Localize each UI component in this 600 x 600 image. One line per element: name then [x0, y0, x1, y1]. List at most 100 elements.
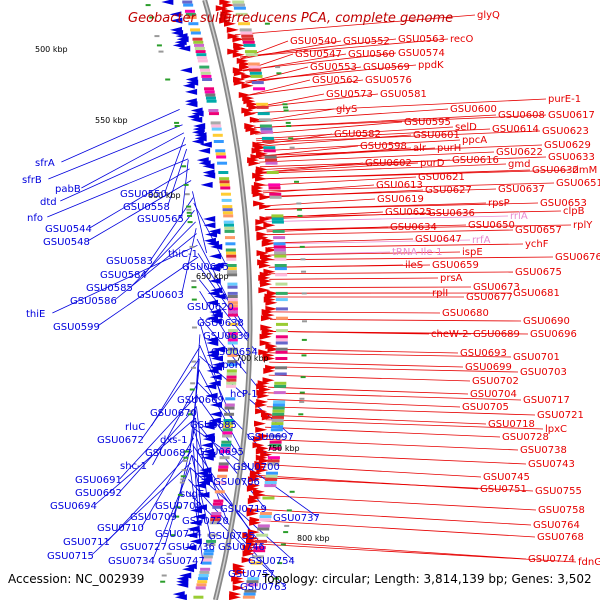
cog-block	[211, 512, 222, 515]
cog-block	[227, 329, 238, 333]
cog-block	[210, 518, 221, 522]
forward-gene	[253, 436, 266, 443]
reverse-gene	[186, 526, 199, 532]
cog-block	[273, 242, 286, 246]
forward-gene	[254, 420, 267, 427]
forward-gene	[260, 281, 273, 288]
gene-label-right: GSU0690	[523, 316, 570, 327]
cog-block	[241, 34, 254, 38]
connector-line	[262, 176, 417, 186]
cog-block	[204, 549, 215, 553]
cog-block	[273, 245, 286, 249]
connector-line	[259, 151, 495, 163]
cog-block	[222, 205, 233, 209]
forward-gene	[215, 5, 228, 12]
forward-gene	[263, 268, 276, 275]
forward-gene	[256, 250, 269, 257]
connector-line	[61, 109, 180, 163]
cog-block	[196, 583, 207, 587]
gene-label-left: GSU0585	[86, 283, 133, 294]
cog-block	[272, 409, 285, 413]
connector-line	[265, 210, 562, 218]
connector-line	[245, 66, 362, 84]
gene-label-right: GSU0560	[348, 49, 395, 60]
track-mark	[186, 208, 192, 211]
track-mark	[179, 481, 185, 484]
forward-gene	[258, 262, 271, 269]
connector-line	[267, 239, 471, 245]
connector-line	[60, 144, 187, 202]
gene-label-left: GSU0709	[130, 512, 177, 523]
cog-block	[268, 186, 281, 190]
cog-block	[227, 295, 238, 298]
reverse-gene	[197, 491, 210, 498]
forward-gene	[239, 64, 252, 71]
cog-block	[183, 3, 194, 7]
gene-label-left: GSU0565	[137, 214, 184, 225]
cog-block	[195, 586, 206, 590]
reverse-gene	[191, 110, 204, 117]
cog-block	[233, 6, 246, 10]
connector-line	[264, 202, 539, 210]
gene-label-right: glyS	[336, 104, 357, 115]
cog-block	[202, 78, 213, 81]
cog-block	[224, 403, 235, 407]
gene-label-right: GSU0581	[380, 89, 427, 100]
cog-block	[185, 12, 196, 16]
reverse-gene	[203, 222, 216, 229]
forward-gene	[259, 216, 272, 222]
cog-block	[269, 443, 282, 447]
cog-block	[226, 257, 237, 261]
gene-label-right: rplY	[573, 220, 593, 231]
gene-label-left: GSU0639	[203, 331, 250, 342]
gene-label-right: recO	[450, 34, 474, 45]
forward-gene	[249, 116, 262, 123]
forward-gene	[255, 408, 268, 415]
cog-block	[199, 65, 210, 69]
cog-block	[262, 496, 275, 500]
cog-block	[224, 226, 235, 230]
cog-block	[271, 425, 284, 429]
gene-label-right: prsA	[440, 273, 463, 284]
forward-gene	[252, 442, 265, 449]
cog-block	[190, 31, 201, 35]
cog-block	[227, 310, 238, 314]
cog-block	[264, 484, 277, 488]
forward-gene	[255, 426, 268, 433]
track-mark	[145, 4, 151, 7]
cog-block	[212, 502, 223, 506]
track-mark	[284, 524, 290, 527]
cog-block	[274, 257, 287, 261]
reverse-gene	[201, 454, 214, 461]
reverse-gene	[208, 265, 221, 272]
accession-text: Accession: NC_002939	[8, 572, 145, 586]
kbp-tick-label: 700 kbp	[236, 354, 269, 363]
gene-label-left: GSU0583	[106, 256, 153, 267]
cog-block	[273, 400, 286, 404]
reverse-gene	[180, 67, 193, 74]
connector-line	[234, 14, 476, 36]
track-mark	[166, 552, 172, 555]
gene-label-left: sfrA	[35, 158, 55, 169]
cog-block	[265, 158, 278, 162]
reverse-gene	[202, 423, 215, 430]
forward-gene	[246, 510, 259, 517]
cog-block	[272, 229, 285, 233]
forward-gene	[233, 45, 246, 52]
gene-label-left: GSU0694	[50, 501, 97, 512]
forward-gene	[255, 169, 268, 176]
forward-gene	[245, 126, 258, 133]
gene-label-left: GSU0737	[273, 513, 320, 524]
connector-line	[265, 215, 509, 223]
forward-gene	[219, 0, 232, 5]
gene-label-right: cheW-2	[431, 329, 468, 340]
cog-block	[224, 229, 235, 233]
reverse-gene	[204, 383, 217, 390]
connector-line	[263, 438, 519, 451]
cog-block	[242, 40, 255, 44]
connector-line	[260, 163, 507, 174]
reverse-gene	[186, 79, 199, 86]
track-mark	[181, 469, 187, 472]
gene-features	[145, 0, 307, 600]
cog-block	[217, 161, 228, 165]
